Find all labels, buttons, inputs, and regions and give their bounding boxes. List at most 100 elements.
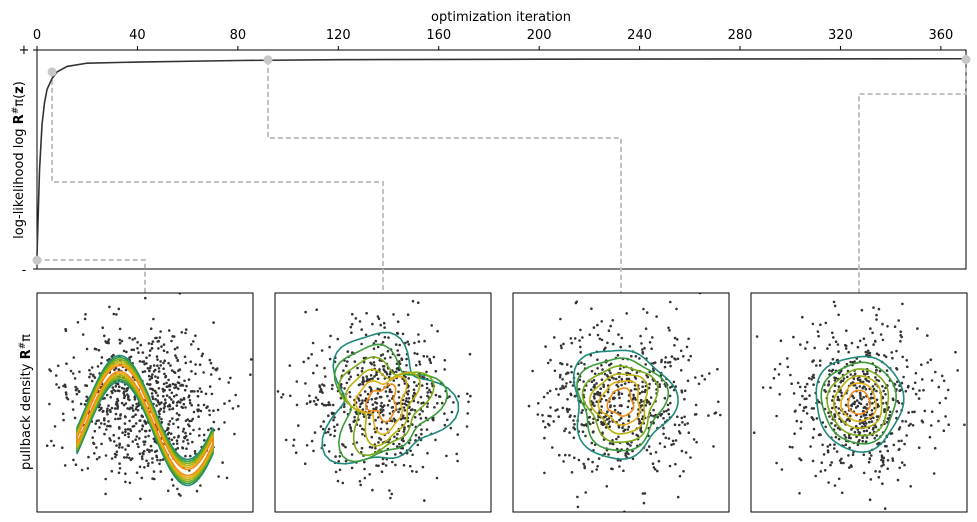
scatter-point	[434, 393, 438, 397]
scatter-point	[677, 430, 681, 433]
scatter-point	[678, 474, 682, 478]
scatter-point	[457, 395, 460, 398]
scatter-point	[609, 404, 612, 407]
scatter-point	[900, 439, 903, 443]
scatter-point	[184, 406, 187, 409]
scatter-point	[552, 420, 555, 423]
scatter-point	[467, 400, 470, 404]
scatter-point	[169, 432, 173, 436]
scatter-point	[591, 430, 595, 434]
scatter-point	[853, 372, 857, 376]
y-axis-label-bottom: pullback density R#π	[18, 334, 34, 470]
scatter-point	[592, 385, 595, 389]
scatter-point	[886, 459, 890, 462]
scatter-point	[374, 373, 378, 376]
scatter-point	[640, 404, 644, 407]
scatter-point	[448, 395, 451, 398]
scatter-point	[826, 445, 830, 448]
scatter-point	[107, 420, 110, 423]
scatter-point	[102, 409, 105, 413]
scatter-point	[209, 361, 213, 365]
scatter-point	[382, 404, 386, 407]
scatter-point	[940, 374, 944, 378]
scatter-point	[419, 395, 423, 399]
density-panel-0	[36, 292, 254, 513]
scatter-point	[900, 335, 903, 339]
scatter-point	[197, 408, 200, 412]
scatter-point	[231, 407, 235, 410]
scatter-point	[658, 385, 661, 389]
scatter-point	[124, 428, 127, 431]
scatter-point	[237, 404, 240, 408]
scatter-point	[402, 463, 406, 467]
scatter-point	[882, 389, 885, 393]
scatter-point	[885, 369, 889, 372]
scatter-point	[868, 431, 872, 435]
scatter-point	[828, 343, 831, 347]
scatter-point	[179, 494, 182, 497]
scatter-point	[117, 368, 121, 372]
scatter-point	[184, 434, 188, 438]
scatter-point	[171, 407, 174, 411]
scatter-point	[590, 470, 594, 473]
scatter-point	[611, 442, 614, 445]
scatter-point	[163, 405, 166, 408]
scatter-point	[403, 426, 406, 429]
scatter-point	[934, 370, 937, 374]
scatter-point	[641, 380, 644, 384]
scatter-point	[425, 428, 429, 431]
scatter-point	[363, 390, 367, 393]
scatter-point	[121, 431, 124, 435]
scatter-point	[136, 442, 139, 446]
scatter-point	[339, 396, 343, 400]
scatter-point	[716, 367, 719, 371]
scatter-point	[596, 333, 600, 337]
scatter-point	[818, 433, 822, 436]
scatter-point	[124, 402, 128, 405]
scatter-point	[377, 441, 380, 444]
scatter-point	[94, 422, 97, 425]
scatter-point	[775, 461, 778, 465]
scatter-point	[345, 381, 349, 385]
scatter-point	[184, 328, 188, 331]
scatter-point	[350, 453, 354, 456]
scatter-point	[780, 468, 784, 471]
scatter-point	[329, 433, 332, 437]
scatter-point	[700, 374, 704, 378]
scatter-point	[177, 413, 181, 417]
contour-line	[847, 389, 871, 416]
scatter-point	[108, 305, 111, 309]
scatter-point	[667, 408, 670, 411]
contour-line	[576, 357, 670, 452]
scatter-point	[801, 315, 804, 319]
scatter-point	[663, 365, 667, 369]
scatter-point	[143, 362, 146, 366]
scatter-point	[419, 417, 423, 420]
scatter-point	[566, 371, 569, 375]
scatter-point	[626, 371, 630, 375]
scatter-point	[857, 440, 860, 444]
scatter-point	[559, 373, 562, 377]
scatter-point	[350, 351, 354, 354]
scatter-point	[209, 373, 213, 376]
scatter-point	[687, 431, 691, 435]
scatter-point	[334, 470, 338, 474]
scatter-point	[143, 466, 146, 469]
scatter-point	[327, 450, 331, 453]
scatter-point	[173, 386, 176, 390]
scatter-point	[118, 467, 122, 470]
scatter-point	[602, 385, 605, 389]
scatter-point	[812, 427, 816, 431]
scatter-point	[846, 375, 849, 379]
scatter-point	[593, 372, 597, 376]
scatter-point	[327, 401, 331, 404]
contour-line	[76, 356, 214, 485]
scatter-point	[443, 359, 447, 362]
scatter-point	[376, 345, 380, 349]
scatter-point	[507, 331, 510, 334]
scatter-point	[390, 390, 393, 394]
scatter-point	[155, 355, 159, 358]
scatter-point	[596, 323, 599, 327]
scatter-point	[133, 337, 137, 340]
scatter-point	[865, 429, 869, 433]
